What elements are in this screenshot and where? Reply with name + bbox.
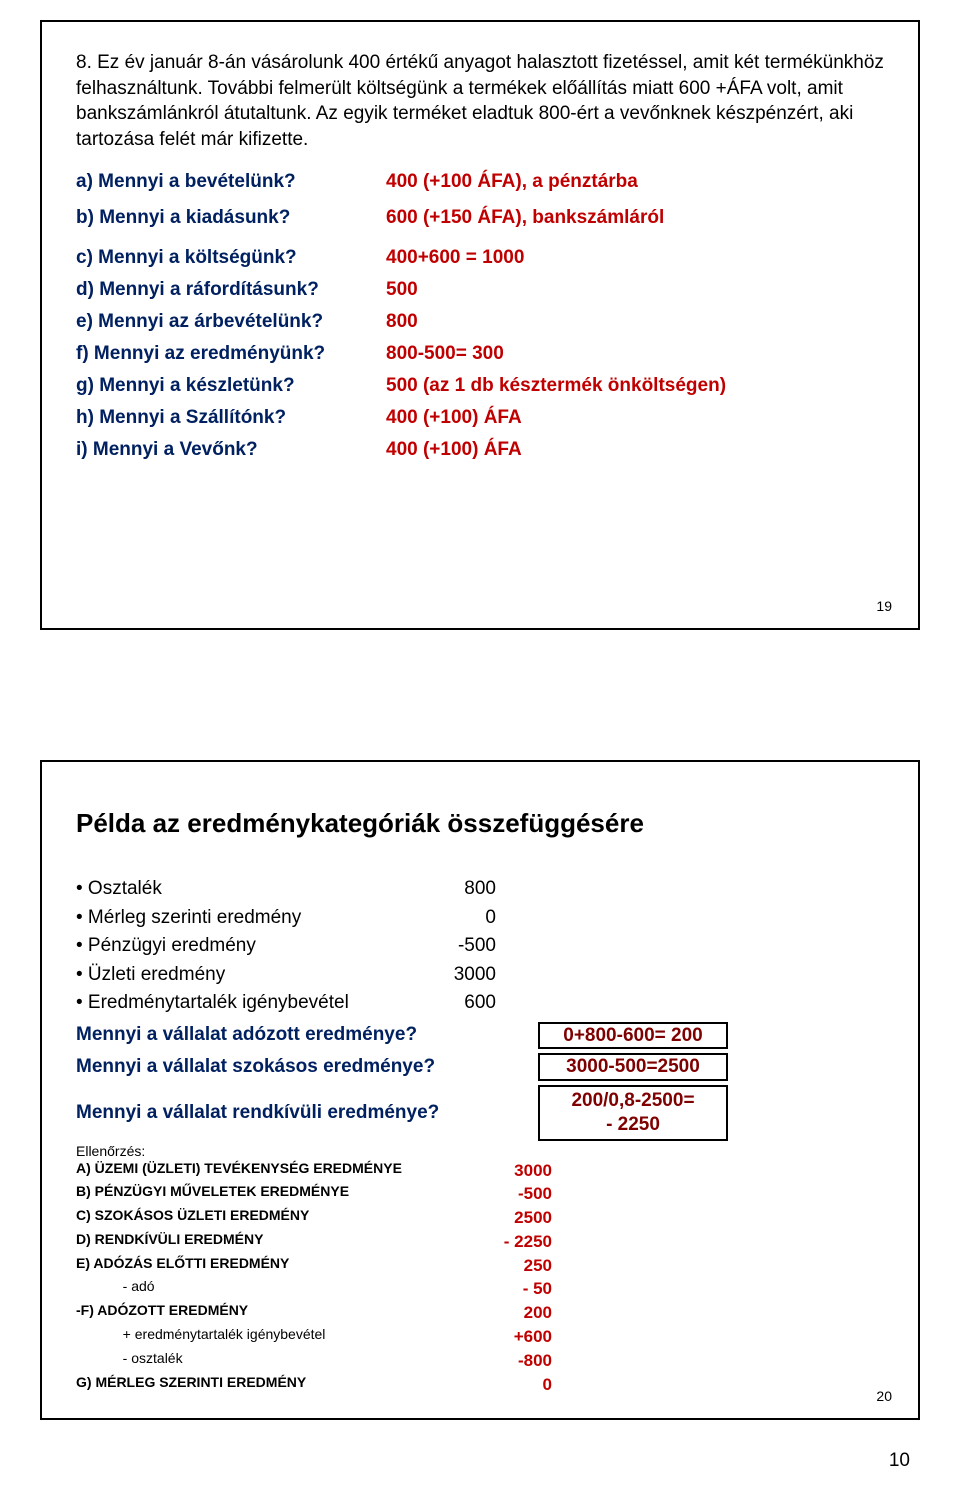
check-label: G) MÉRLEG SZERINTI EREDMÉNY bbox=[76, 1373, 486, 1397]
check-label: E) ADÓZÁS ELŐTTI EREDMÉNY bbox=[76, 1254, 486, 1278]
bullet-label: • Pénzügyi eredmény bbox=[76, 932, 426, 961]
check-value: 200 bbox=[486, 1301, 552, 1325]
check-heading: Ellenőrzés: bbox=[76, 1143, 884, 1159]
bullet-row: • Mérleg szerinti eredmény0 bbox=[76, 904, 884, 933]
check-label: C) SZOKÁSOS ÜZLETI EREDMÉNY bbox=[76, 1206, 486, 1230]
bullet-row: • Üzleti eredmény3000 bbox=[76, 961, 884, 990]
check-row: A) ÜZEMI (ÜZLETI) TEVÉKENYSÉG EREDMÉNYE3… bbox=[76, 1159, 884, 1183]
question: i) Mennyi a Vevőnk? bbox=[76, 439, 386, 461]
blue-question: Mennyi a vállalat adózott eredménye? bbox=[76, 1024, 538, 1046]
bullet-value: 0 bbox=[426, 904, 496, 933]
slide-number: 19 bbox=[876, 598, 892, 614]
question-row: Mennyi a vállalat adózott eredménye?0+80… bbox=[76, 1022, 884, 1050]
answer-box: 0+800-600= 200 bbox=[538, 1022, 728, 1050]
check-value: -500 bbox=[486, 1182, 552, 1206]
check-value: 2500 bbox=[486, 1206, 552, 1230]
bullet-value: 600 bbox=[426, 989, 496, 1018]
slide-number: 20 bbox=[876, 1388, 892, 1404]
question: f) Mennyi az eredményünk? bbox=[76, 343, 386, 365]
bullet-list: • Osztalék800• Mérleg szerinti eredmény0… bbox=[76, 875, 884, 1018]
check-value: - 50 bbox=[486, 1277, 552, 1301]
check-label: - osztalék bbox=[76, 1349, 486, 1373]
qa-row: f) Mennyi az eredményünk?800-500= 300 bbox=[76, 343, 884, 365]
answer-box: 3000-500=2500 bbox=[538, 1053, 728, 1081]
check-row: -F) ADÓZOTT EREDMÉNY200 bbox=[76, 1301, 884, 1325]
question: e) Mennyi az árbevételünk? bbox=[76, 311, 386, 333]
check-row: B) PÉNZÜGYI MŰVELETEK EREDMÉNYE-500 bbox=[76, 1182, 884, 1206]
check-label: D) RENDKÍVÜLI EREDMÉNY bbox=[76, 1230, 486, 1254]
blue-question: Mennyi a vállalat szokásos eredménye? bbox=[76, 1056, 538, 1078]
bullet-value: 800 bbox=[426, 875, 496, 904]
check-row: D) RENDKÍVÜLI EREDMÉNY- 2250 bbox=[76, 1230, 884, 1254]
bullet-label: • Osztalék bbox=[76, 875, 426, 904]
check-value: 250 bbox=[486, 1254, 552, 1278]
check-label: B) PÉNZÜGYI MŰVELETEK EREDMÉNYE bbox=[76, 1182, 486, 1206]
slide-2: Példa az eredménykategóriák összefüggésé… bbox=[40, 760, 920, 1420]
blue-question: Mennyi a vállalat rendkívüli eredménye? bbox=[76, 1102, 538, 1124]
qa-row: g) Mennyi a készletünk?500 (az 1 db kész… bbox=[76, 375, 884, 397]
question: a) Mennyi a bevételünk? bbox=[76, 171, 386, 193]
check-value: +600 bbox=[486, 1325, 552, 1349]
qa-list: a) Mennyi a bevételünk?400 (+100 ÁFA), a… bbox=[76, 171, 884, 461]
question: d) Mennyi a ráfordításunk? bbox=[76, 279, 386, 301]
check-row: - adó- 50 bbox=[76, 1277, 884, 1301]
answer-box: 200/0,8-2500= - 2250 bbox=[538, 1085, 728, 1141]
question-row: Mennyi a vállalat rendkívüli eredménye?2… bbox=[76, 1085, 884, 1141]
qa-row: h) Mennyi a Szállítónk?400 (+100) ÁFA bbox=[76, 407, 884, 429]
check-label: -F) ADÓZOTT EREDMÉNY bbox=[76, 1301, 486, 1325]
answer: 400 (+100) ÁFA bbox=[386, 407, 522, 429]
answer: 500 (az 1 db késztermék önköltségen) bbox=[386, 375, 726, 397]
check-label: - adó bbox=[76, 1277, 486, 1301]
bullet-label: • Üzleti eredmény bbox=[76, 961, 426, 990]
bullet-value: 3000 bbox=[426, 961, 496, 990]
answer: 800-500= 300 bbox=[386, 343, 504, 365]
check-value: 0 bbox=[486, 1373, 552, 1397]
bullet-row: • Osztalék800 bbox=[76, 875, 884, 904]
check-value: 3000 bbox=[486, 1159, 552, 1183]
slide-1: 8. Ez év január 8-án vásárolunk 400 érté… bbox=[40, 20, 920, 630]
answer: 400+600 = 1000 bbox=[386, 247, 524, 269]
qa-row: i) Mennyi a Vevőnk?400 (+100) ÁFA bbox=[76, 439, 884, 461]
question: g) Mennyi a készletünk? bbox=[76, 375, 386, 397]
question: b) Mennyi a kiadásunk? bbox=[76, 207, 386, 229]
check-row: G) MÉRLEG SZERINTI EREDMÉNY0 bbox=[76, 1373, 884, 1397]
answer: 400 (+100 ÁFA), a pénztárba bbox=[386, 171, 638, 193]
answer: 400 (+100) ÁFA bbox=[386, 439, 522, 461]
answer: 600 (+150 ÁFA), bankszámláról bbox=[386, 207, 664, 229]
check-row: E) ADÓZÁS ELŐTTI EREDMÉNY250 bbox=[76, 1254, 884, 1278]
qa-row: d) Mennyi a ráfordításunk?500 bbox=[76, 279, 884, 301]
bullet-row: • Pénzügyi eredmény-500 bbox=[76, 932, 884, 961]
check-value: - 2250 bbox=[486, 1230, 552, 1254]
bullet-label: • Mérleg szerinti eredmény bbox=[76, 904, 426, 933]
qa-row: b) Mennyi a kiadásunk?600 (+150 ÁFA), ba… bbox=[76, 207, 884, 229]
check-row: + eredménytartalék igénybevétel+600 bbox=[76, 1325, 884, 1349]
question-row: Mennyi a vállalat szokásos eredménye?300… bbox=[76, 1053, 884, 1081]
qa-row: e) Mennyi az árbevételünk?800 bbox=[76, 311, 884, 333]
question-list: Mennyi a vállalat adózott eredménye?0+80… bbox=[76, 1022, 884, 1141]
answer: 800 bbox=[386, 311, 418, 333]
check-label: A) ÜZEMI (ÜZLETI) TEVÉKENYSÉG EREDMÉNYE bbox=[76, 1159, 486, 1183]
bullet-label: • Eredménytartalék igénybevétel bbox=[76, 989, 426, 1018]
page-number: 10 bbox=[0, 1440, 960, 1492]
check-row: - osztalék-800 bbox=[76, 1349, 884, 1373]
question: h) Mennyi a Szállítónk? bbox=[76, 407, 386, 429]
check-label: + eredménytartalék igénybevétel bbox=[76, 1325, 486, 1349]
qa-row: a) Mennyi a bevételünk?400 (+100 ÁFA), a… bbox=[76, 171, 884, 193]
qa-row: c) Mennyi a költségünk?400+600 = 1000 bbox=[76, 247, 884, 269]
answer: 500 bbox=[386, 279, 418, 301]
slide2-title: Példa az eredménykategóriák összefüggésé… bbox=[76, 808, 884, 839]
check-row: C) SZOKÁSOS ÜZLETI EREDMÉNY2500 bbox=[76, 1206, 884, 1230]
intro-text: 8. Ez év január 8-án vásárolunk 400 érté… bbox=[76, 50, 884, 153]
check-block: Ellenőrzés: A) ÜZEMI (ÜZLETI) TEVÉKENYSÉ… bbox=[76, 1143, 884, 1397]
bullet-value: -500 bbox=[426, 932, 496, 961]
question: c) Mennyi a költségünk? bbox=[76, 247, 386, 269]
bullet-row: • Eredménytartalék igénybevétel600 bbox=[76, 989, 884, 1018]
check-value: -800 bbox=[486, 1349, 552, 1373]
